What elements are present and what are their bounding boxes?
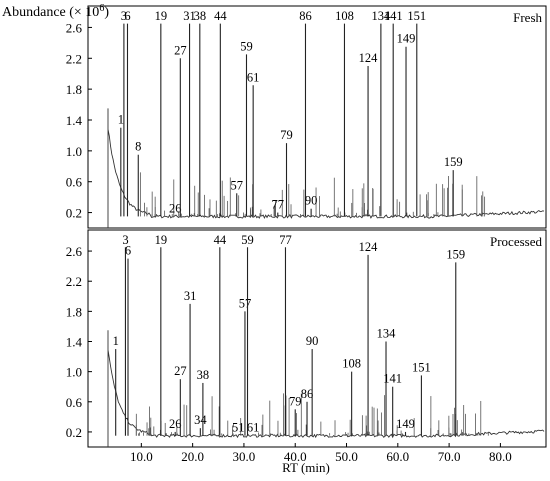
x-tick-label: 10.0: [130, 449, 153, 464]
y-tick-label: 2.6: [66, 244, 83, 259]
y-tick-label: 0.6: [66, 395, 83, 410]
peak-label: 57: [239, 296, 252, 310]
peak-label: 1: [113, 334, 119, 348]
peak-label: 31: [184, 289, 197, 303]
peak-label: 38: [197, 368, 210, 382]
peak-label: 90: [305, 194, 318, 208]
peak-label: 79: [289, 394, 302, 408]
peak-label: 108: [342, 357, 361, 371]
panel-frame: [87, 229, 547, 448]
peak-label: 159: [444, 155, 463, 169]
panel-frame: [87, 5, 547, 229]
peak-label: 31: [183, 9, 196, 23]
x-axis-label: RT (min): [282, 460, 330, 475]
peak-label: 149: [396, 417, 415, 431]
peak-label: 149: [397, 32, 416, 46]
peak-label: 86: [301, 387, 314, 401]
panel-label: Fresh: [513, 10, 542, 25]
y-tick-label: 0.2: [66, 425, 82, 440]
y-tick-label: 0.6: [66, 175, 83, 190]
peak-label: 79: [280, 128, 293, 142]
peak-label: 61: [247, 70, 260, 84]
peak-label: 141: [384, 9, 403, 23]
peak-label: 151: [412, 360, 431, 374]
peak-label: 44: [214, 9, 227, 23]
peak-label: 6: [125, 244, 131, 258]
x-tick-label: 50.0: [335, 449, 358, 464]
y-axis-label: Abundance (× 106): [2, 3, 109, 20]
y-tick-label: 1.0: [66, 144, 82, 159]
peak-label: 1: [118, 113, 124, 127]
processed-panel: 0.2 0.6 1.0 1.4 1.8 2.2 2.6 Processed 1 36 19 26 27 3…: [66, 229, 547, 464]
peak-label: 8: [135, 140, 141, 154]
y-tick-label: 2.2: [66, 51, 82, 66]
peak-label: 51: [232, 421, 245, 435]
peak-label: 6: [124, 9, 130, 23]
y-tick-label: 0.2: [66, 206, 82, 221]
peak-label: 134: [377, 327, 397, 341]
x-tick-label: 30.0: [233, 449, 256, 464]
peak-label: 19: [155, 233, 168, 247]
x-tick-label: 20.0: [181, 449, 204, 464]
peak-label: 3: [122, 233, 128, 247]
peak-label: 90: [306, 334, 319, 348]
panel-label: Processed: [490, 234, 542, 249]
peak-label: 44: [214, 233, 227, 247]
peak-label: 86: [299, 9, 312, 23]
y-tick-label: 1.4: [66, 335, 83, 350]
peak-label: 59: [241, 233, 254, 247]
peak-label: 38: [194, 9, 207, 23]
y-tick-label: 2.2: [66, 274, 82, 289]
peak-label: 26: [169, 417, 182, 431]
peak-label: 34: [194, 413, 207, 427]
y-tick-label: 1.8: [66, 304, 82, 319]
peak-label: 27: [174, 364, 187, 378]
peak-label: 19: [155, 9, 168, 23]
peak-label: 124: [359, 240, 379, 254]
peak-label: 27: [174, 43, 187, 57]
peak-label: 77: [272, 198, 285, 212]
y-tick-label: 2.6: [66, 20, 83, 35]
y-tick-label: 1.8: [66, 82, 82, 97]
peak-label: 3: [121, 9, 127, 23]
peak-label: 108: [335, 9, 354, 23]
fresh-panel: 0.2 0.6 1.0 1.4 1.8 2.2 2.6 Fresh 1 36 8 19 26 27 3138…: [66, 5, 547, 229]
peak-label: 61: [247, 421, 260, 435]
peak-label: 134: [372, 9, 392, 23]
peak-label: 59: [240, 39, 253, 53]
peak-label: 57: [230, 178, 243, 192]
y-tick-label: 1.0: [66, 365, 82, 380]
peak-label: 159: [446, 247, 465, 261]
y-tick-label: 1.4: [66, 113, 83, 128]
x-tick-label: 60.0: [386, 449, 409, 464]
x-tick-label: 80.0: [489, 449, 512, 464]
peak-label: 151: [407, 9, 426, 23]
x-tick-label: 70.0: [438, 449, 461, 464]
baseline-trace: [107, 108, 545, 228]
peak-label: 124: [359, 51, 379, 65]
peak-label: 26: [169, 201, 182, 215]
baseline-trace: [107, 330, 545, 447]
x-tick-label: 40.0: [284, 449, 307, 464]
peak-label: 141: [383, 372, 402, 386]
peak-label: 77: [279, 233, 292, 247]
